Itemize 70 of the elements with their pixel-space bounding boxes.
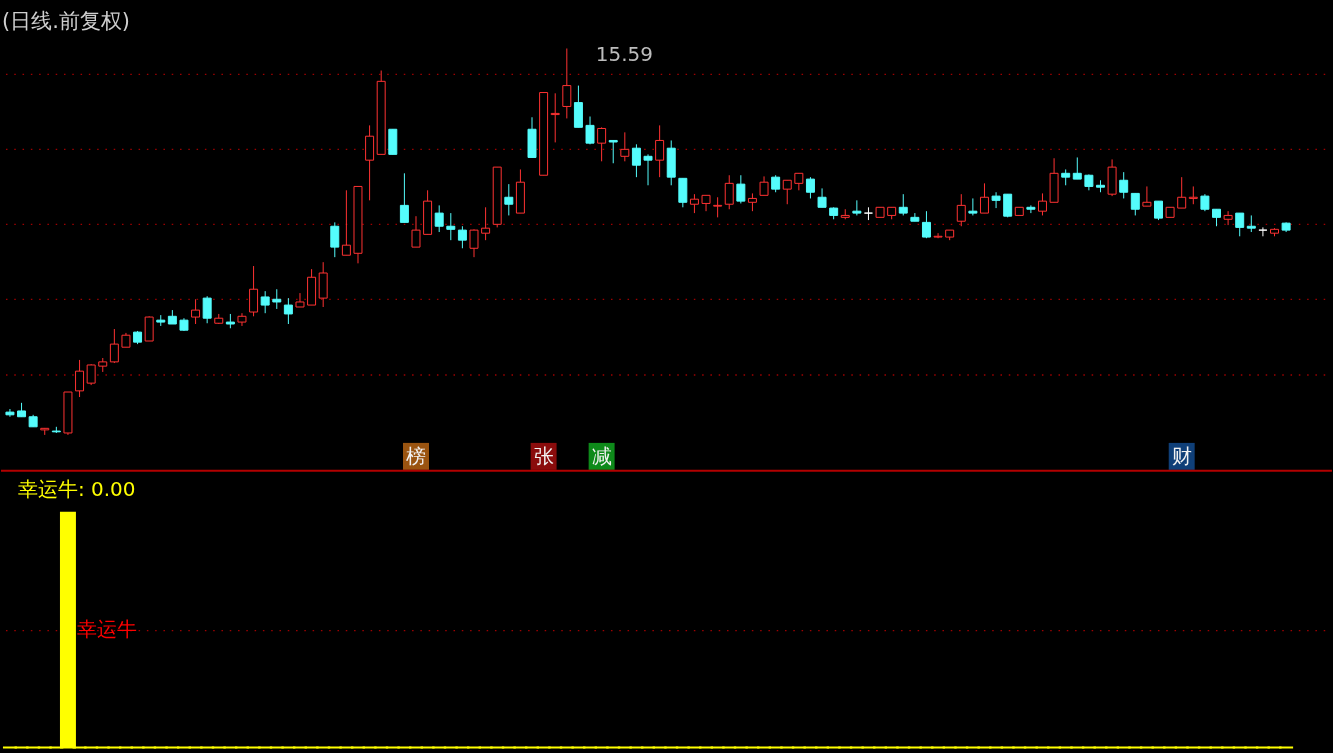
text: 减: [591, 443, 612, 468]
candlestick: [1223, 210, 1233, 226]
candlestick: [75, 359, 85, 398]
candlestick: [5, 408, 15, 418]
candlestick: [457, 225, 467, 249]
candlestick: [968, 197, 978, 216]
text: 张: [533, 443, 554, 468]
candlestick: [631, 143, 641, 178]
candlestick: [249, 265, 259, 317]
candlestick: [109, 328, 119, 364]
candlestick: [1072, 156, 1082, 180]
candlestick: [434, 204, 444, 233]
candlestick: [1037, 192, 1047, 216]
candlestick: [921, 210, 931, 239]
candlestick: [597, 126, 607, 162]
candlestick: [991, 191, 1001, 209]
candlestick: [86, 363, 96, 386]
candlestick: [782, 179, 792, 205]
candlestick: [1154, 200, 1163, 221]
candlestick: [585, 116, 595, 145]
candlestick: [260, 290, 270, 314]
annotation: 幸运牛: [76, 616, 137, 641]
candlestick: [979, 182, 989, 214]
candlestick: [202, 295, 212, 324]
candlestick: [1119, 171, 1129, 199]
candlestick: [620, 131, 630, 162]
candlestick: [933, 232, 943, 239]
candlestick: [295, 292, 305, 308]
candlestick: [399, 172, 409, 223]
candlestick: [283, 297, 293, 325]
candlestick: [144, 315, 154, 342]
candlestick: [713, 196, 723, 218]
series-label: 幸运牛: 0.00: [17, 476, 136, 501]
candlestick: [446, 212, 456, 241]
candlestick: [805, 176, 815, 199]
candlestick: [608, 139, 618, 164]
candlestick: [1142, 185, 1152, 207]
candlestick: [365, 124, 375, 201]
candlestick: [689, 193, 699, 214]
candlestick: [1235, 212, 1245, 237]
candlestick: [759, 175, 769, 196]
candlestick: [910, 212, 920, 222]
candlestick: [1177, 176, 1187, 209]
candlestick: [237, 312, 247, 327]
candlestick: [724, 174, 734, 210]
candlestick: [191, 298, 201, 325]
candlestick: [817, 187, 827, 208]
candlestick: [562, 47, 572, 119]
candlestick: [481, 206, 491, 241]
chart-title: (日线.前复权): [2, 8, 131, 33]
candlestick: [504, 183, 514, 216]
candlestick: [678, 177, 688, 208]
candlestick: [341, 189, 351, 256]
text: 财: [1171, 443, 1192, 468]
text: 榜: [406, 443, 426, 468]
candlestick: [898, 193, 908, 216]
candlestick: [956, 193, 966, 227]
annotation: 15.59: [595, 42, 653, 67]
candlestick: [655, 124, 665, 178]
candlestick: [411, 215, 421, 248]
candlestick: [550, 92, 560, 143]
candlestick: [643, 153, 653, 186]
candlestick: [330, 221, 340, 258]
candlestick: [1258, 226, 1268, 237]
candlestick: [852, 199, 862, 216]
candlestick: [1026, 204, 1036, 214]
candlestick: [736, 174, 746, 204]
candlestick: [272, 288, 282, 310]
candlestick: [1130, 192, 1140, 216]
candlestick: [469, 228, 479, 258]
